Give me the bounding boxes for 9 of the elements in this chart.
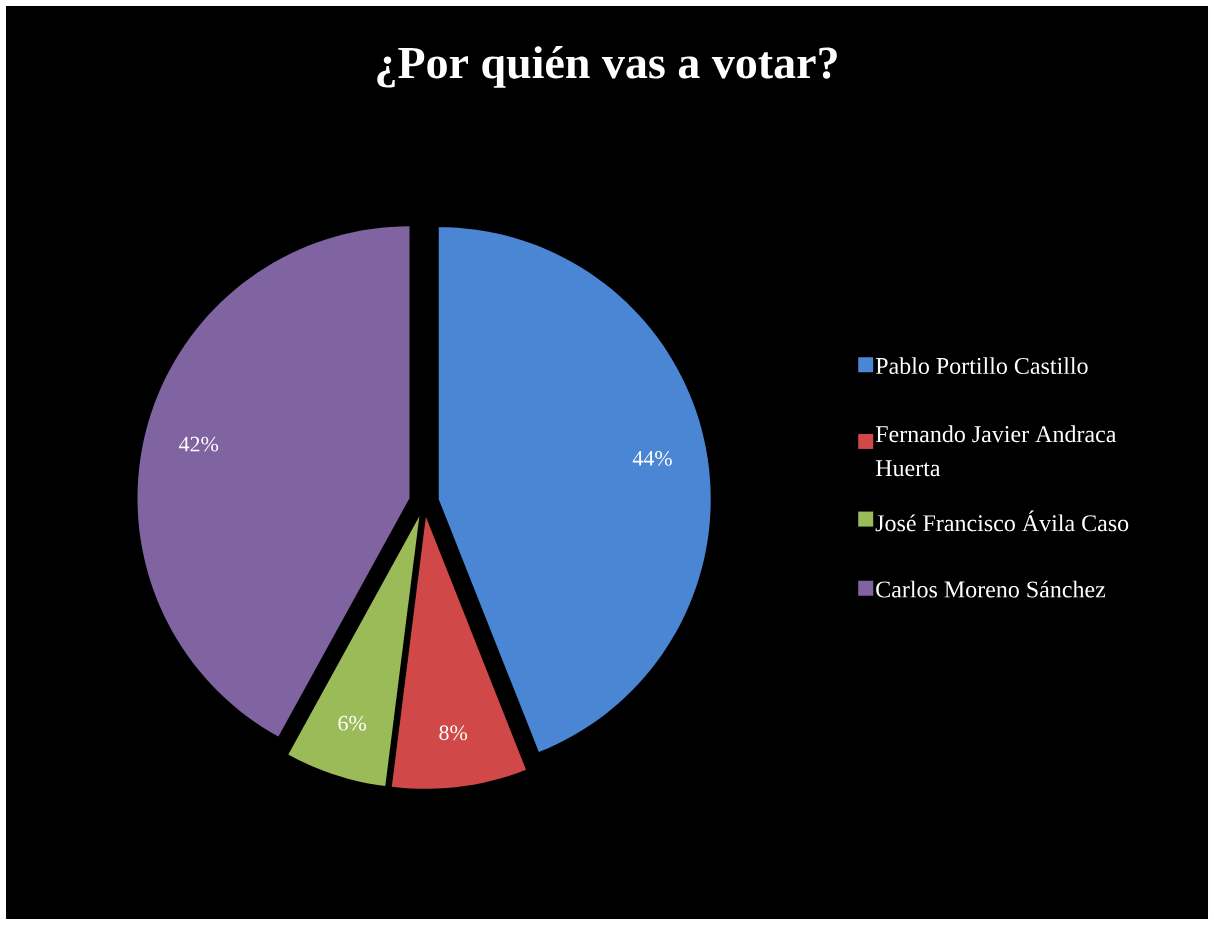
legend-label: Carlos Moreno Sánchez xyxy=(876,580,1106,598)
legend-label: Fernando Javier Andraca Huerta xyxy=(875,425,1117,477)
chart-title: ¿Por quién vas a votar? xyxy=(377,46,837,88)
data-label: 8% xyxy=(439,725,468,741)
data-label: 42% xyxy=(178,436,219,452)
legend-label: José Francisco Ávila Caso xyxy=(875,510,1129,532)
data-label: 44% xyxy=(632,450,672,466)
legend-label: Pablo Portillo Castillo xyxy=(875,357,1088,375)
data-label: 6% xyxy=(338,715,367,731)
